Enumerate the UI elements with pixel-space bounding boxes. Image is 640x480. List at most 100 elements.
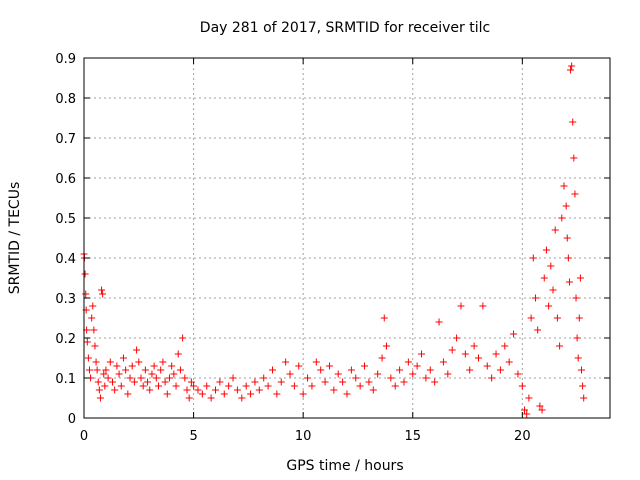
data-point [111, 386, 119, 394]
data-point [102, 366, 110, 374]
data-point [81, 270, 89, 278]
data-point [492, 350, 500, 358]
data-point [268, 366, 276, 374]
data-point [181, 374, 189, 382]
data-point [161, 378, 169, 386]
data-point [247, 390, 255, 398]
data-point [216, 378, 224, 386]
data-point [435, 318, 443, 326]
data-point [542, 246, 550, 254]
data-point [146, 386, 154, 394]
data-point [299, 390, 307, 398]
data-point [538, 406, 546, 414]
data-point [128, 362, 136, 370]
data-point [352, 374, 360, 382]
x-tick-label: 15 [404, 429, 421, 444]
data-point [448, 346, 456, 354]
data-point [475, 354, 482, 362]
data-point [130, 378, 138, 386]
data-point [117, 382, 125, 390]
data-point [157, 366, 165, 374]
data-point [573, 334, 581, 342]
data-point [365, 378, 373, 386]
data-point [113, 362, 121, 370]
data-point [580, 394, 588, 402]
data-point [312, 358, 320, 366]
data-point [242, 382, 250, 390]
data-point [220, 390, 228, 398]
data-point [100, 370, 108, 378]
plot-frame [83, 57, 611, 419]
data-point [560, 182, 568, 190]
data-point [551, 226, 559, 234]
data-point [521, 406, 529, 414]
data-point [534, 326, 542, 334]
x-tick-label: 10 [295, 429, 312, 444]
data-point [547, 262, 555, 270]
data-point [374, 370, 382, 378]
data-point [170, 370, 178, 378]
data-point [418, 350, 426, 358]
data-point [260, 374, 268, 382]
y-tick-label: 0.8 [55, 92, 76, 107]
data-point [174, 350, 182, 358]
data-point [159, 358, 167, 366]
data-point [529, 254, 537, 262]
data-point [104, 374, 112, 382]
data-point [212, 386, 219, 394]
x-tick-labels: 0 5 10 15 20 [80, 429, 531, 444]
y-tick-label: 0.1 [55, 372, 76, 387]
data-point [155, 382, 163, 390]
data-point [286, 370, 294, 378]
data-point [176, 366, 184, 374]
data-points [80, 62, 588, 418]
data-point [562, 202, 570, 210]
gridlines [84, 58, 610, 418]
data-point [141, 366, 149, 374]
data-point [488, 374, 496, 382]
data-point [194, 386, 202, 394]
data-point [380, 314, 388, 322]
data-point [576, 274, 584, 282]
data-point [572, 294, 580, 302]
data-point [119, 354, 127, 362]
data-point [99, 290, 107, 298]
data-point [172, 382, 180, 390]
data-point [422, 374, 430, 382]
data-point [106, 358, 114, 366]
data-point [444, 370, 452, 378]
data-point [126, 374, 134, 382]
data-point [94, 378, 102, 386]
data-point [304, 374, 312, 382]
y-axis-label: SRMTID / TECUs [7, 182, 23, 295]
data-point [563, 234, 571, 242]
data-point [567, 66, 575, 74]
y-tick-label: 0.9 [55, 52, 76, 67]
data-point [396, 366, 404, 374]
data-point [570, 154, 578, 162]
data-point [185, 394, 193, 402]
data-point [466, 366, 474, 374]
data-point [565, 278, 573, 286]
x-tick-label: 20 [514, 429, 531, 444]
data-point [83, 338, 91, 346]
data-point [404, 358, 412, 366]
data-point [479, 302, 487, 310]
data-point [273, 390, 281, 398]
data-point [85, 366, 93, 374]
data-point [564, 254, 572, 262]
data-point [347, 366, 355, 374]
data-point [579, 382, 587, 390]
data-point [470, 342, 478, 350]
data-point [505, 358, 513, 366]
data-point [187, 378, 195, 386]
data-point [545, 302, 553, 310]
data-point [137, 374, 145, 382]
data-point [190, 382, 198, 390]
data-point [317, 366, 325, 374]
data-point [238, 394, 246, 402]
data-point [133, 346, 141, 354]
y-tick-label: 0.3 [55, 292, 76, 307]
data-point [92, 358, 100, 366]
y-tick-label: 0.5 [55, 212, 76, 227]
